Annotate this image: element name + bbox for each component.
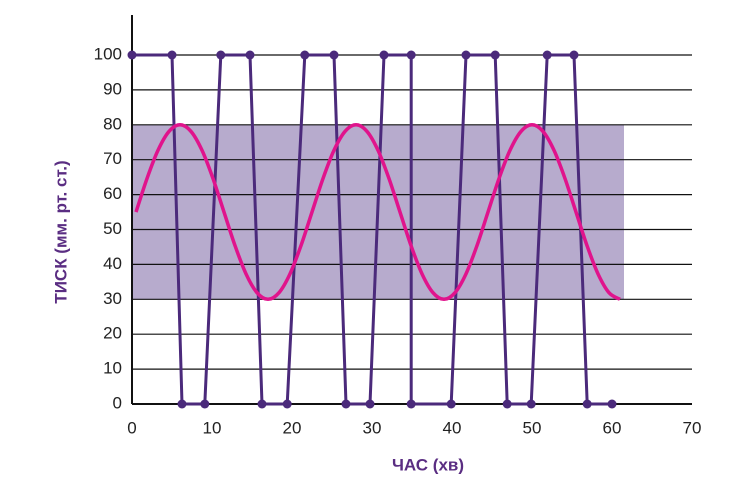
- point: [569, 50, 579, 60]
- point: [502, 399, 512, 409]
- y-tick-label: 100: [94, 44, 122, 63]
- y-tick-label: 30: [103, 289, 122, 308]
- point: [542, 50, 552, 60]
- point: [177, 399, 187, 409]
- point: [461, 50, 471, 60]
- y-tick-label: 0: [113, 393, 122, 412]
- y-tick-label: 40: [103, 254, 122, 273]
- point: [446, 399, 456, 409]
- x-tick-label: 30: [363, 418, 382, 437]
- x-axis-label: ЧАС (хв): [392, 455, 464, 474]
- point: [406, 399, 416, 409]
- point: [341, 399, 351, 409]
- x-tick-label: 60: [603, 418, 622, 437]
- point: [490, 50, 500, 60]
- point: [282, 399, 292, 409]
- y-tick-label: 10: [103, 359, 122, 378]
- point: [526, 399, 536, 409]
- point: [257, 399, 267, 409]
- point: [582, 399, 592, 409]
- point: [127, 50, 137, 60]
- x-tick-label: 10: [203, 418, 222, 437]
- x-tick-label: 0: [127, 418, 136, 437]
- point: [167, 50, 177, 60]
- x-tick-label: 50: [523, 418, 542, 437]
- point: [329, 50, 339, 60]
- series-line: [132, 53, 612, 406]
- y-tick-label: 80: [103, 114, 122, 133]
- y-tick-label: 70: [103, 149, 122, 168]
- x-tick-label: 40: [443, 418, 462, 437]
- point: [379, 50, 389, 60]
- point: [216, 50, 226, 60]
- x-tick-label: 70: [683, 418, 702, 437]
- y-tick-label: 60: [103, 184, 122, 203]
- y-tick-label: 90: [103, 79, 122, 98]
- series-line: [134, 123, 621, 302]
- point: [245, 50, 255, 60]
- point: [200, 399, 210, 409]
- x-tick-label: 20: [283, 418, 302, 437]
- point: [406, 50, 416, 60]
- y-tick-label: 50: [103, 219, 122, 238]
- y-tick-label: 20: [103, 324, 122, 343]
- point: [607, 399, 617, 409]
- y-axis-label: ТИСК (мм. рт. ст.): [51, 160, 70, 303]
- point: [365, 399, 375, 409]
- point: [300, 50, 310, 60]
